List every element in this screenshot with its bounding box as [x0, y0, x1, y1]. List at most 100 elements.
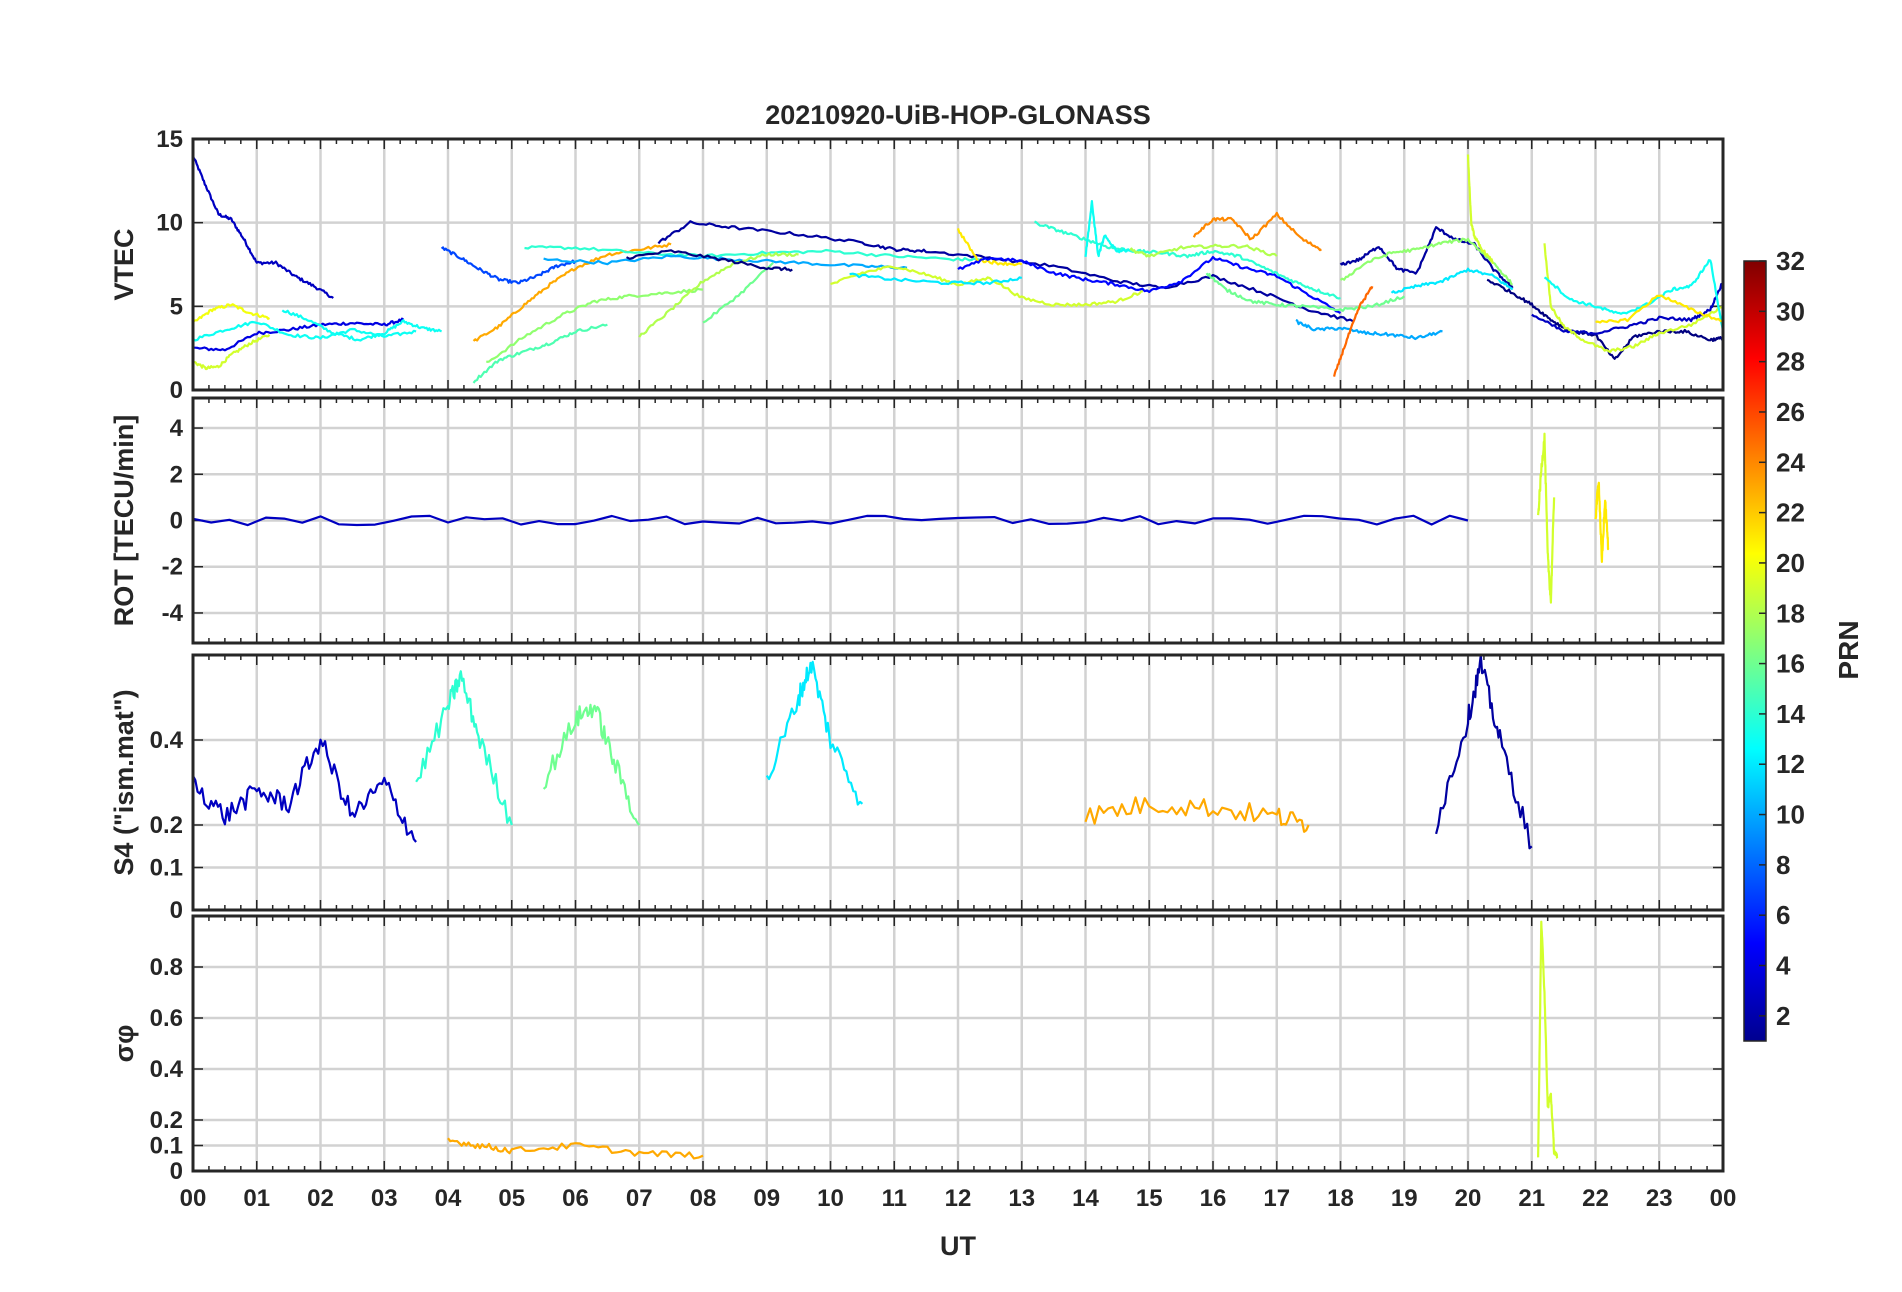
colorbar-tick-label: 32 [1776, 246, 1805, 276]
series-line-prn-18 [1129, 243, 1278, 258]
colorbar-gradient [1743, 260, 1767, 1042]
x-tick-label: 05 [498, 1185, 525, 1212]
y-tick-label: 0 [170, 897, 183, 924]
y-tick-label: 0.8 [150, 954, 183, 981]
y-tick-label: 0.1 [150, 1133, 183, 1160]
panel-4: 00.10.2 0.4 0.6 0.8 σφ [109, 914, 1725, 1185]
x-tick-label: 13 [1008, 1185, 1035, 1212]
series-line-prn-14 [524, 245, 991, 262]
series-line-prn-14 [415, 670, 513, 826]
x-tick-label: 00 [1710, 1185, 1737, 1212]
panel-1: 0 5 10 15 VTEC [109, 126, 1725, 404]
series-line-prn-3 [1531, 280, 1723, 336]
panel-3: 0 0.1 0.2 0.4 S4 ("ism.mat") [109, 653, 1725, 924]
colorbar-label: PRN [1833, 620, 1864, 679]
series-line-prn-16 [702, 262, 774, 324]
series-line-prn-12 [849, 272, 1023, 286]
x-tick-label: 10 [817, 1185, 844, 1212]
series-line-prn-3 [193, 514, 1469, 527]
series-line-prn-16 [1205, 272, 1405, 312]
series-line-prn-19 [1537, 432, 1556, 604]
series-line-prn-10 [1295, 318, 1443, 341]
colorbar-tick-label: 10 [1776, 800, 1805, 830]
series-line-prn-21 [1595, 294, 1723, 324]
x-tick-label: 07 [626, 1185, 653, 1212]
y-tick-label: 0.4 [150, 1056, 184, 1083]
series-line-prn-19 [1543, 243, 1723, 354]
y-tick-label: 0.4 [150, 727, 184, 754]
x-tick-label: 16 [1200, 1185, 1227, 1212]
colorbar-tick-label: 28 [1776, 347, 1805, 377]
series-line-prn-12 [765, 660, 864, 806]
series-line-prn-18 [638, 252, 799, 338]
colorbar-tick-label: 24 [1776, 447, 1805, 477]
series-line-prn-19 [193, 334, 271, 371]
chart-title: 20210920-UiB-HOP-GLONASS [765, 100, 1151, 130]
colorbar-tick-label: 14 [1776, 699, 1805, 729]
series-line-prn-24 [1192, 211, 1322, 252]
series-line-prn-7 [440, 246, 577, 285]
y-tick-label: 0.2 [150, 812, 183, 839]
y-tick-label: -2 [162, 554, 183, 581]
series-group [193, 154, 1723, 384]
series-line-prn-2 [1435, 655, 1533, 850]
colorbar-tick-label: 18 [1776, 598, 1805, 628]
y-axis-label: S4 ("ism.mat") [109, 689, 139, 875]
series-line-prn-2 [657, 220, 1354, 323]
colorbar-tick-label: 16 [1776, 649, 1805, 679]
series-line-prn-5 [957, 256, 1342, 314]
series-line-prn-3 [193, 155, 334, 299]
x-tick-label: 21 [1518, 1185, 1545, 1212]
y-tick-label: 5 [170, 293, 183, 320]
series-line-prn-1 [626, 249, 793, 272]
series-line-prn-21 [1594, 481, 1610, 564]
series-line-prn-23 [472, 242, 672, 342]
x-tick-label: 15 [1136, 1185, 1163, 1212]
y-tick-label: 0.1 [150, 855, 183, 882]
y-tick-label: 10 [156, 210, 183, 237]
series-line-prn-14 [1034, 220, 1341, 300]
series-line-prn-13 [193, 320, 417, 342]
series-line-prn-13 [1543, 259, 1723, 332]
x-tick-label: 09 [753, 1185, 780, 1212]
x-tick-label: 17 [1263, 1185, 1290, 1212]
y-tick-label: 4 [170, 415, 184, 442]
series-line-prn-13 [1084, 200, 1131, 258]
series-line-prn-21 [956, 228, 1023, 267]
y-tick-label: 0 [170, 508, 183, 535]
x-tick-label: 18 [1327, 1185, 1354, 1212]
x-tick-label: 19 [1391, 1185, 1418, 1212]
colorbar-tick-label: 2 [1776, 1001, 1790, 1031]
series-line-prn-10 [543, 254, 908, 270]
series-group [193, 432, 1610, 604]
x-tick-label: 04 [435, 1185, 462, 1212]
colorbar-tick-label: 20 [1776, 548, 1805, 578]
x-tick-label: 08 [690, 1185, 717, 1212]
series-line-prn-2 [1339, 226, 1514, 289]
series-line-prn-13 [281, 309, 442, 342]
series-line-prn-19 [1466, 154, 1494, 264]
y-tick-label: -4 [162, 600, 184, 627]
y-axis-label: ROT [TECU/min] [109, 415, 139, 626]
colorbar-tick-label: 30 [1776, 296, 1805, 326]
x-axis-label: UT [940, 1231, 976, 1261]
series-line-prn-15 [472, 323, 608, 384]
y-tick-label: 2 [170, 461, 183, 488]
series-line-prn-1 [1486, 278, 1723, 360]
colorbar-tick-label: 6 [1776, 900, 1790, 930]
colorbar-tick-label: 26 [1776, 397, 1805, 427]
series-line-prn-4 [193, 317, 405, 352]
x-tick-label: 11 [882, 1185, 907, 1212]
series-line-prn-12 [1390, 267, 1514, 294]
x-tick-label: 06 [562, 1185, 589, 1212]
series-line-prn-3 [193, 738, 417, 843]
colorbar-tick-label: 12 [1776, 749, 1805, 779]
y-axis-label: σφ [109, 1025, 139, 1063]
series-group [447, 920, 1559, 1160]
series-line-prn-16 [542, 703, 641, 826]
series-line-prn-23 [447, 1137, 704, 1160]
series-line-prn-17 [486, 287, 704, 363]
y-tick-label: 0.2 [150, 1107, 183, 1134]
colorbar-tick-label: 22 [1776, 498, 1805, 528]
